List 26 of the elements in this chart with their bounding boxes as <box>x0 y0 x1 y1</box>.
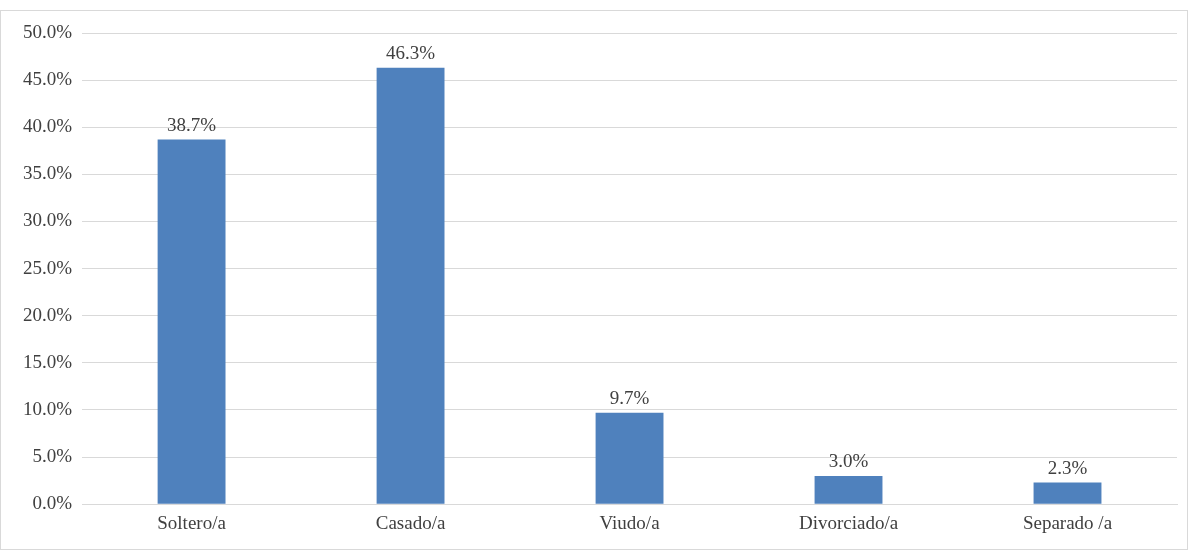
y-tick-label: 5.0% <box>32 445 73 467</box>
y-tick-label: 15.0% <box>23 350 73 372</box>
x-tick-label: Viudo/a <box>599 511 661 533</box>
x-tick-label: Divorciado/a <box>798 511 899 533</box>
y-tick-label: 50.0% <box>23 20 73 42</box>
bar <box>814 475 883 504</box>
y-tick-label: 40.0% <box>23 115 73 137</box>
bar <box>1033 482 1102 504</box>
y-tick-label: 10.0% <box>23 397 73 419</box>
data-label: 2.3% <box>1047 457 1088 479</box>
y-tick-label: 30.0% <box>23 209 73 231</box>
y-tick-label: 45.0% <box>23 68 73 90</box>
data-label: 3.0% <box>828 450 869 472</box>
bar <box>595 412 664 504</box>
x-tick-label: Soltero/a <box>157 511 227 533</box>
y-tick-label: 20.0% <box>23 303 73 325</box>
x-tick-label: Casado/a <box>375 511 446 533</box>
y-tick-label: 25.0% <box>23 256 73 278</box>
data-label: 9.7% <box>609 387 650 409</box>
bar <box>157 139 226 504</box>
data-label: 46.3% <box>386 42 436 64</box>
data-label: 38.7% <box>167 113 217 135</box>
bar <box>376 67 445 504</box>
x-tick-label: Separado /a <box>1022 511 1113 533</box>
y-tick-label: 35.0% <box>23 162 73 184</box>
y-tick-label: 0.0% <box>32 492 73 514</box>
